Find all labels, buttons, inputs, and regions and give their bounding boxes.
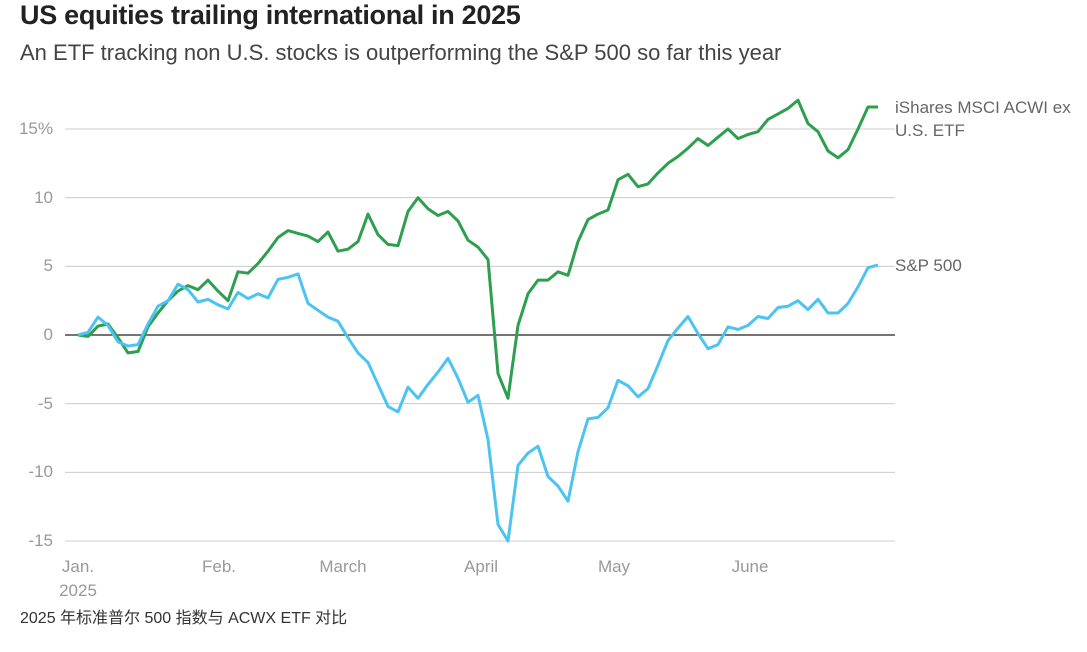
y-tick-label: -15 — [28, 531, 53, 550]
x-tick-label: March — [319, 557, 367, 576]
y-tick-label: 5 — [43, 256, 53, 276]
y-tick-label: 10 — [34, 187, 53, 207]
chart-title: US equities trailing international in 20… — [20, 0, 521, 30]
chart-subtitle: An ETF tracking non U.S. stocks is outpe… — [20, 40, 782, 65]
series-line — [77, 98, 878, 400]
series-label: iShares MSCI ACWI ex U.S. ETF — [895, 98, 1071, 141]
y-tick-label: 15% — [18, 119, 53, 138]
series-label: S&P 500 — [895, 255, 962, 275]
footnote: 2025 年标准普尔 500 指数与 ACWX ETF 对比 — [20, 610, 348, 627]
x-tick-label: May — [597, 557, 631, 576]
x-tick-label: June — [731, 557, 769, 576]
x-tick-label: Jan. 2025 — [59, 557, 97, 600]
y-tick-label: 0 — [43, 325, 53, 344]
x-tick-label: April — [463, 557, 498, 576]
x-tick-label: Feb. — [201, 557, 237, 576]
series-line — [77, 263, 879, 543]
y-tick-label: -5 — [37, 393, 53, 413]
y-tick-label: -10 — [28, 462, 53, 482]
